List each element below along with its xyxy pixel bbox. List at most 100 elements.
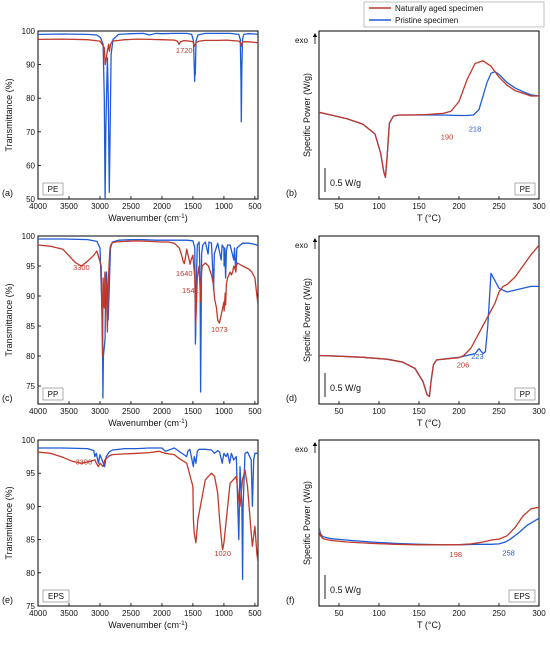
y-tick-label: 95 — [26, 469, 35, 478]
x-tick-label: 500 — [248, 202, 262, 211]
y-tick-label: 85 — [26, 536, 35, 545]
x-tick-label: 2000 — [153, 609, 171, 618]
x-axis-label: Wavenumber (cm-1) — [108, 213, 187, 223]
y-tick-label: 50 — [26, 195, 35, 204]
annotation-label: 218 — [469, 124, 482, 133]
y-axis-label: Transmittance (%) — [4, 78, 14, 151]
material-box — [514, 387, 536, 401]
x-tick-label: 3000 — [91, 609, 109, 618]
annotation-label: 3300 — [73, 263, 90, 272]
annotation-label: 3300 — [76, 458, 93, 467]
x-tick-label: 200 — [452, 202, 466, 211]
panel-label: (f) — [286, 595, 295, 605]
x-axis-label: Wavenumber (cm-1) — [108, 620, 187, 630]
x-tick-label: 100 — [372, 202, 386, 211]
legend-pristine-label: Pristine specimen — [395, 16, 458, 25]
exo-arrow-head — [312, 238, 318, 242]
y-tick-label: 90 — [26, 502, 35, 511]
annotation-label: 1640 — [176, 269, 193, 278]
material-label: EPS — [514, 592, 530, 601]
y-tick-label: 100 — [22, 436, 36, 445]
series-line-pristine — [38, 238, 258, 399]
series-line-pristine — [38, 32, 258, 199]
x-tick-label: 1000 — [215, 202, 233, 211]
plot-frame — [318, 235, 540, 405]
x-tick-label: 4000 — [29, 609, 47, 618]
x-tick-label: 1500 — [184, 202, 202, 211]
series-line-pristine — [38, 447, 258, 581]
x-tick-label: 1000 — [215, 609, 233, 618]
exo-arrow-head — [312, 442, 318, 446]
x-tick-label: 300 — [532, 202, 546, 211]
y-tick-label: 75 — [26, 602, 35, 611]
y-axis-label: Transmittance (%) — [4, 283, 14, 356]
series-line-aged — [319, 60, 539, 178]
annotation-label: 198 — [450, 550, 463, 559]
material-label: PE — [520, 185, 531, 194]
y-tick-label: 85 — [26, 322, 35, 331]
x-tick-label: 150 — [412, 609, 426, 618]
x-tick-label: 4000 — [29, 202, 47, 211]
panel-e: 4000 3500 3000 2500 2000 1500 1000 500 75 80 85 90 9… — [2, 436, 262, 630]
x-tick-label: 250 — [492, 407, 506, 416]
series-line-pristine — [319, 272, 539, 398]
y-tick-label: 75 — [26, 382, 35, 391]
series-line-aged — [38, 38, 258, 66]
y-axis-label: Specific Power (W/g) — [302, 73, 312, 157]
plot-frame — [318, 30, 540, 200]
x-tick-label: 3500 — [60, 202, 78, 211]
material-label: PE — [48, 185, 59, 194]
x-tick-label: 3500 — [60, 609, 78, 618]
series-line-pristine — [319, 517, 539, 546]
exo-label: exo — [295, 36, 308, 45]
scale-bar-label: 0.5 W/g — [330, 585, 361, 595]
y-tick-label: 80 — [26, 94, 35, 103]
exo-arrow-head — [312, 33, 318, 37]
panel-d: 50 100 150 200 250 300 T (°C) Specific Power (W… — [286, 235, 546, 428]
y-tick-label: 80 — [26, 352, 35, 361]
material-box — [42, 387, 64, 401]
material-box — [514, 182, 536, 196]
annotation-label: 1541 — [182, 286, 199, 295]
panel-b: 50 100 150 200 250 300 T (°C) Specific Power (W… — [286, 30, 546, 223]
legend: Naturally aged specimen Pristine specime… — [363, 1, 545, 28]
y-tick-label: 60 — [26, 161, 35, 170]
x-tick-label: 2500 — [122, 407, 140, 416]
series-line-aged — [38, 450, 258, 563]
x-tick-label: 150 — [412, 202, 426, 211]
x-tick-label: 3000 — [91, 202, 109, 211]
plot-frame — [37, 30, 259, 200]
material-label: PP — [48, 390, 59, 399]
series-line-pristine — [319, 70, 539, 178]
panel-a: 4000 3500 3000 2500 2000 1500 1000 500 50 60 70 80 9… — [2, 27, 262, 223]
material-label: PP — [520, 390, 531, 399]
x-axis-label: T (°C) — [417, 418, 441, 428]
x-tick-label: 150 — [412, 407, 426, 416]
plot-frame — [318, 439, 540, 607]
material-label: EPS — [48, 592, 64, 601]
x-axis-label: T (°C) — [417, 213, 441, 223]
material-box — [42, 589, 70, 603]
x-tick-label: 50 — [335, 407, 344, 416]
x-tick-label: 2000 — [153, 407, 171, 416]
material-box — [42, 182, 64, 196]
panel-label: (b) — [286, 188, 297, 198]
panel-label: (c) — [2, 393, 13, 403]
x-tick-label: 50 — [335, 609, 344, 618]
y-axis-label: Transmittance (%) — [4, 486, 14, 559]
series-line-aged — [38, 240, 258, 357]
plot-frame — [37, 439, 259, 607]
x-tick-label: 250 — [492, 609, 506, 618]
exo-label: exo — [295, 241, 308, 250]
annotation-label: 258 — [502, 549, 515, 558]
annotation-label: 1720 — [176, 46, 193, 55]
scale-bar-label: 0.5 W/g — [330, 383, 361, 393]
annotation-label: 1073 — [211, 325, 228, 334]
series-line-aged — [319, 506, 539, 546]
y-tick-label: 70 — [26, 128, 35, 137]
y-axis-label: Specific Power (W/g) — [302, 278, 312, 362]
y-tick-label: 100 — [22, 27, 36, 36]
x-tick-label: 4000 — [29, 407, 47, 416]
x-tick-label: 100 — [372, 609, 386, 618]
